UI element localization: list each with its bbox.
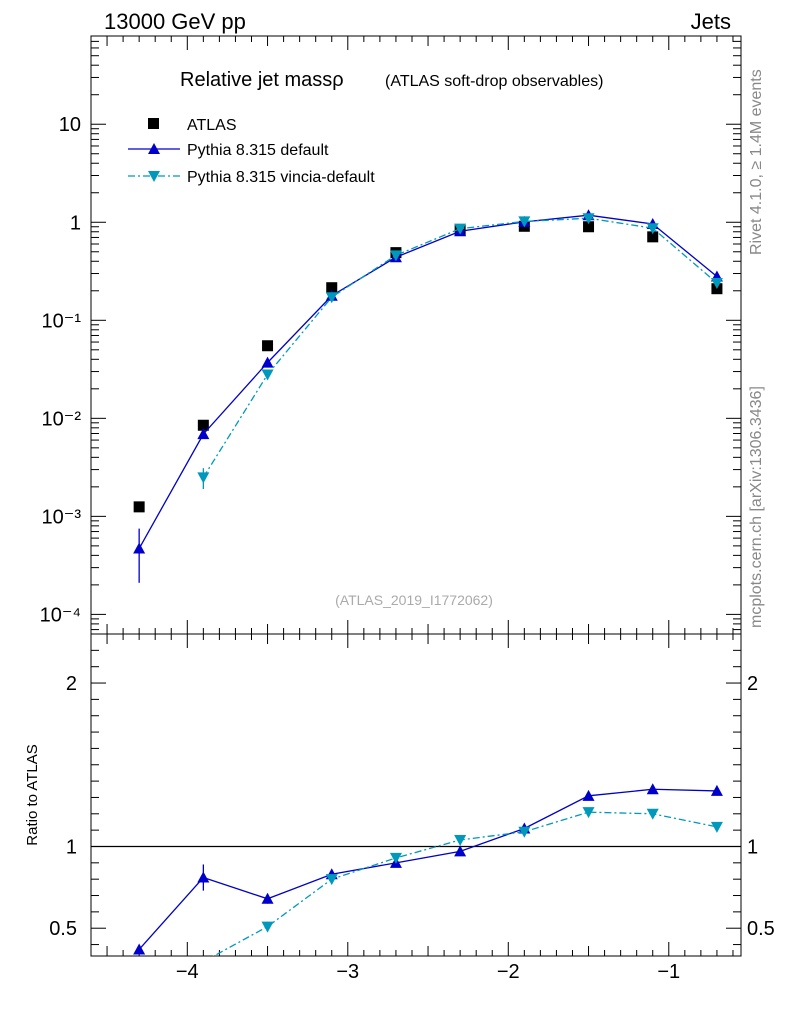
ratio-pythia-8-315-default-point [646,783,659,795]
chart-title: Relative jet massρ [180,69,344,91]
ratio-xtick-label: −3 [336,961,359,983]
pythia-8-315-vincia-default-line [202,217,718,478]
legend-vincia-marker [148,171,160,182]
ratio-pythia-8-315-vincia-default-point [582,807,595,819]
legend: ATLAS Pythia 8.315 default Pythia 8.315 … [128,117,375,186]
ratio-pythia-8-315-default-point [454,845,467,857]
atlas-point [133,501,145,513]
ratio-pythia-8-315-vincia-default-point [325,874,338,886]
main-ytick-label: 10⁻⁴ [40,604,81,626]
atlas-point [647,231,659,243]
ratio-pythia-8-315-vincia-default-point [646,808,659,820]
main-ytick-label: 1 [70,212,81,234]
source-label: mcplots.cern.ch [arXiv:1306.3436] [748,386,765,628]
pythia-8-315-vincia-default-point [646,223,659,235]
ratio-pythia-8-315-default-point [133,943,146,955]
pythia-8-315-vincia-default-point [582,213,595,225]
pythia-8-315-vincia-default-point [518,216,531,228]
legend-atlas-label: ATLAS [187,117,237,134]
atlas-point [583,221,595,233]
main-data [133,209,723,583]
main-axes: 10⁻⁴ 10⁻³ 10⁻² 10⁻¹ 1 10 [40,36,741,634]
pythia-8-315-vincia-default-point [261,369,274,381]
ratio-pythia-8-315-vincia-default-point [710,821,723,833]
ratio-ylabel: Ratio to ATLAS [24,744,41,845]
pythia-8-315-default-line [138,214,718,549]
ratio-ytick-label-right: 1 [747,836,758,858]
ratio-xtick-label: −1 [657,961,680,983]
atlas-point [197,419,209,431]
legend-default-marker [148,143,160,154]
ratio-pythia-8-315-default-point [197,871,210,883]
chart-subtitle: (ATLAS soft-drop observables) [385,73,603,90]
ratio-pythia-8-315-vincia-default-point [261,921,274,933]
atlas-point [326,282,338,294]
energy-label: 13000 GeV pp [104,9,246,34]
main-ytick-label: 10⁻² [42,408,82,430]
atlas-point [262,340,274,352]
pythia-8-315-vincia-default-point [389,250,402,262]
ratio-pythia-8-315-default-point [710,784,723,796]
ratio-pythia-8-315-vincia-default-line [212,811,718,956]
main-ytick-label: 10 [59,114,81,136]
analysis-tag: (ATLAS_2019_I1772062) [335,592,493,608]
pythia-8-315-vincia-default-point [325,292,338,304]
pythia-8-315-vincia-default-point [710,278,723,290]
legend-vincia-label: Pythia 8.315 vincia-default [187,169,375,186]
ratio-ytick-label-left: 0.5 [49,918,77,940]
ratio-series-group [133,783,723,956]
main-ytick-label: 10⁻³ [42,506,82,528]
ratio-pythia-8-315-vincia-default-point [454,834,467,846]
pythia-8-315-vincia-default-point [197,472,210,484]
legend-atlas-marker [148,118,159,129]
ratio-pythia-8-315-vincia-default-point [389,852,402,864]
main-ytick-label: 10⁻¹ [42,310,82,332]
ratio-pythia-8-315-default-line [138,788,717,950]
pythia-8-315-default-point [261,356,274,368]
pythia-8-315-default-point [197,428,210,440]
ratio-ytick-label-left: 2 [66,673,77,695]
rivet-label: Rivet 4.1.0, ≥ 1.4M events [748,69,765,255]
ratio-pythia-8-315-vincia-default-point [518,826,531,838]
ratio-ytick-label-right: 2 [747,673,758,695]
legend-default-label: Pythia 8.315 default [187,142,329,159]
pythia-8-315-default-point [133,542,146,554]
ratio-xtick-label: −2 [497,961,520,983]
ratio-axes: 0.5 0.5 1 1 2 2 −4 −3 −2 −1 [49,634,775,983]
ratio-xtick-label: −4 [176,961,199,983]
process-label: Jets [691,9,731,34]
ratio-pythia-8-315-default-point [261,892,274,904]
pythia-8-315-vincia-default-point [454,223,467,235]
ratio-ytick-label-left: 1 [66,836,77,858]
ratio-panel-frame [90,633,742,957]
ratio-data [133,783,723,956]
ratio-ytick-label-right: 0.5 [747,918,775,940]
ratio-pythia-8-315-default-point [582,789,595,801]
